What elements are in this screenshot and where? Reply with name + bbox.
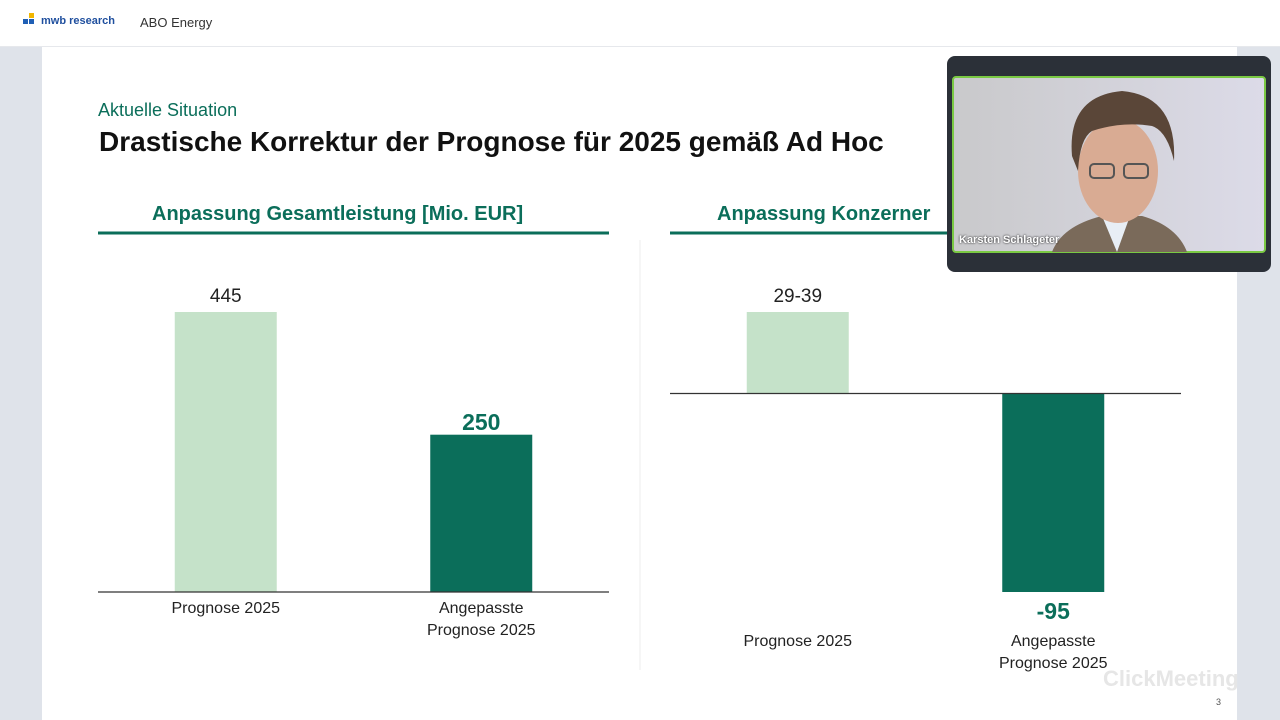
value-label: 445 [209, 286, 242, 307]
top-bar: mwb research ABO Energy [0, 0, 1280, 47]
video-feed [952, 76, 1266, 253]
bar [1002, 393, 1105, 592]
value-label: 250 [462, 408, 501, 435]
logo-icon [23, 13, 34, 24]
video-window: Karsten Schlageter [947, 56, 1271, 272]
category-label: Angepasste Prognose 2025 [426, 600, 536, 639]
slide-title: Drastische Korrektur der Prognose für 20… [99, 126, 884, 157]
chart-title: Anpassung Gesamtleistung [Mio. EUR] [152, 203, 524, 225]
chart-title: Anpassung Konzerner [717, 203, 931, 225]
value-label: -95 [1036, 598, 1070, 624]
category-label: Prognose 2025 [171, 600, 281, 617]
value-label: 29-39 [773, 286, 823, 307]
page-number: 3 [1216, 697, 1222, 707]
bar [430, 434, 533, 592]
meeting-title: ABO Energy [140, 15, 213, 30]
slide-kicker: Aktuelle Situation [98, 100, 238, 120]
bar [174, 312, 277, 592]
bar [746, 312, 849, 394]
category-label: Angepasste Prognose 2025 [998, 633, 1108, 672]
category-label: Prognose 2025 [743, 633, 853, 650]
watermark: ClickMeeting [1103, 666, 1239, 691]
logo: mwb research [41, 15, 115, 27]
participant-name: Karsten Schlageter [959, 234, 1060, 246]
